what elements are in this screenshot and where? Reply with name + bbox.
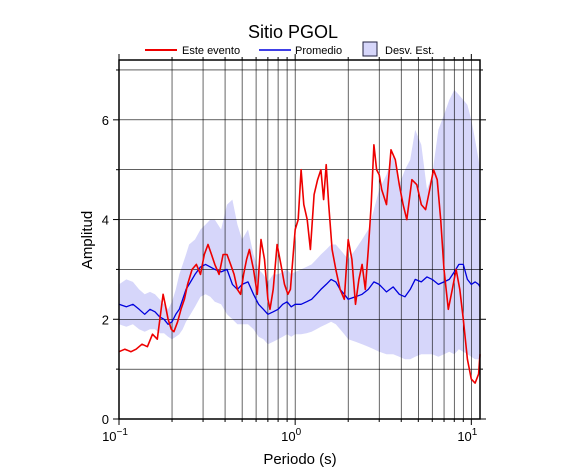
legend-label-promedio: Promedio [295,45,342,57]
y-tick-label: 4 [102,213,109,228]
x-tick-label: 101 [457,427,477,444]
plot-frame [118,59,481,420]
series-este-line [118,144,481,384]
x-tick-label: 10−1 [102,427,128,444]
plot-area: 0 2 4 6 10−1 100 101 [102,54,486,444]
chart-title: Sitio PGOL [248,22,338,42]
legend-label-desv: Desv. Est. [385,45,434,57]
legend-label-este: Este evento [182,45,240,57]
legend: Este evento Promedio Desv. Est. [145,41,434,57]
series-desv-band [119,89,480,360]
legend-swatch-desv [362,41,378,57]
y-tick-label: 6 [102,113,109,128]
series-promedio-line [118,263,481,325]
x-axis-label: Periodo (s) [263,451,336,468]
y-axis-label: Amplitud [79,211,96,269]
y-tick-label: 2 [102,312,109,327]
y-tick-label: 0 [102,412,109,427]
x-tick-label: 100 [281,427,301,444]
